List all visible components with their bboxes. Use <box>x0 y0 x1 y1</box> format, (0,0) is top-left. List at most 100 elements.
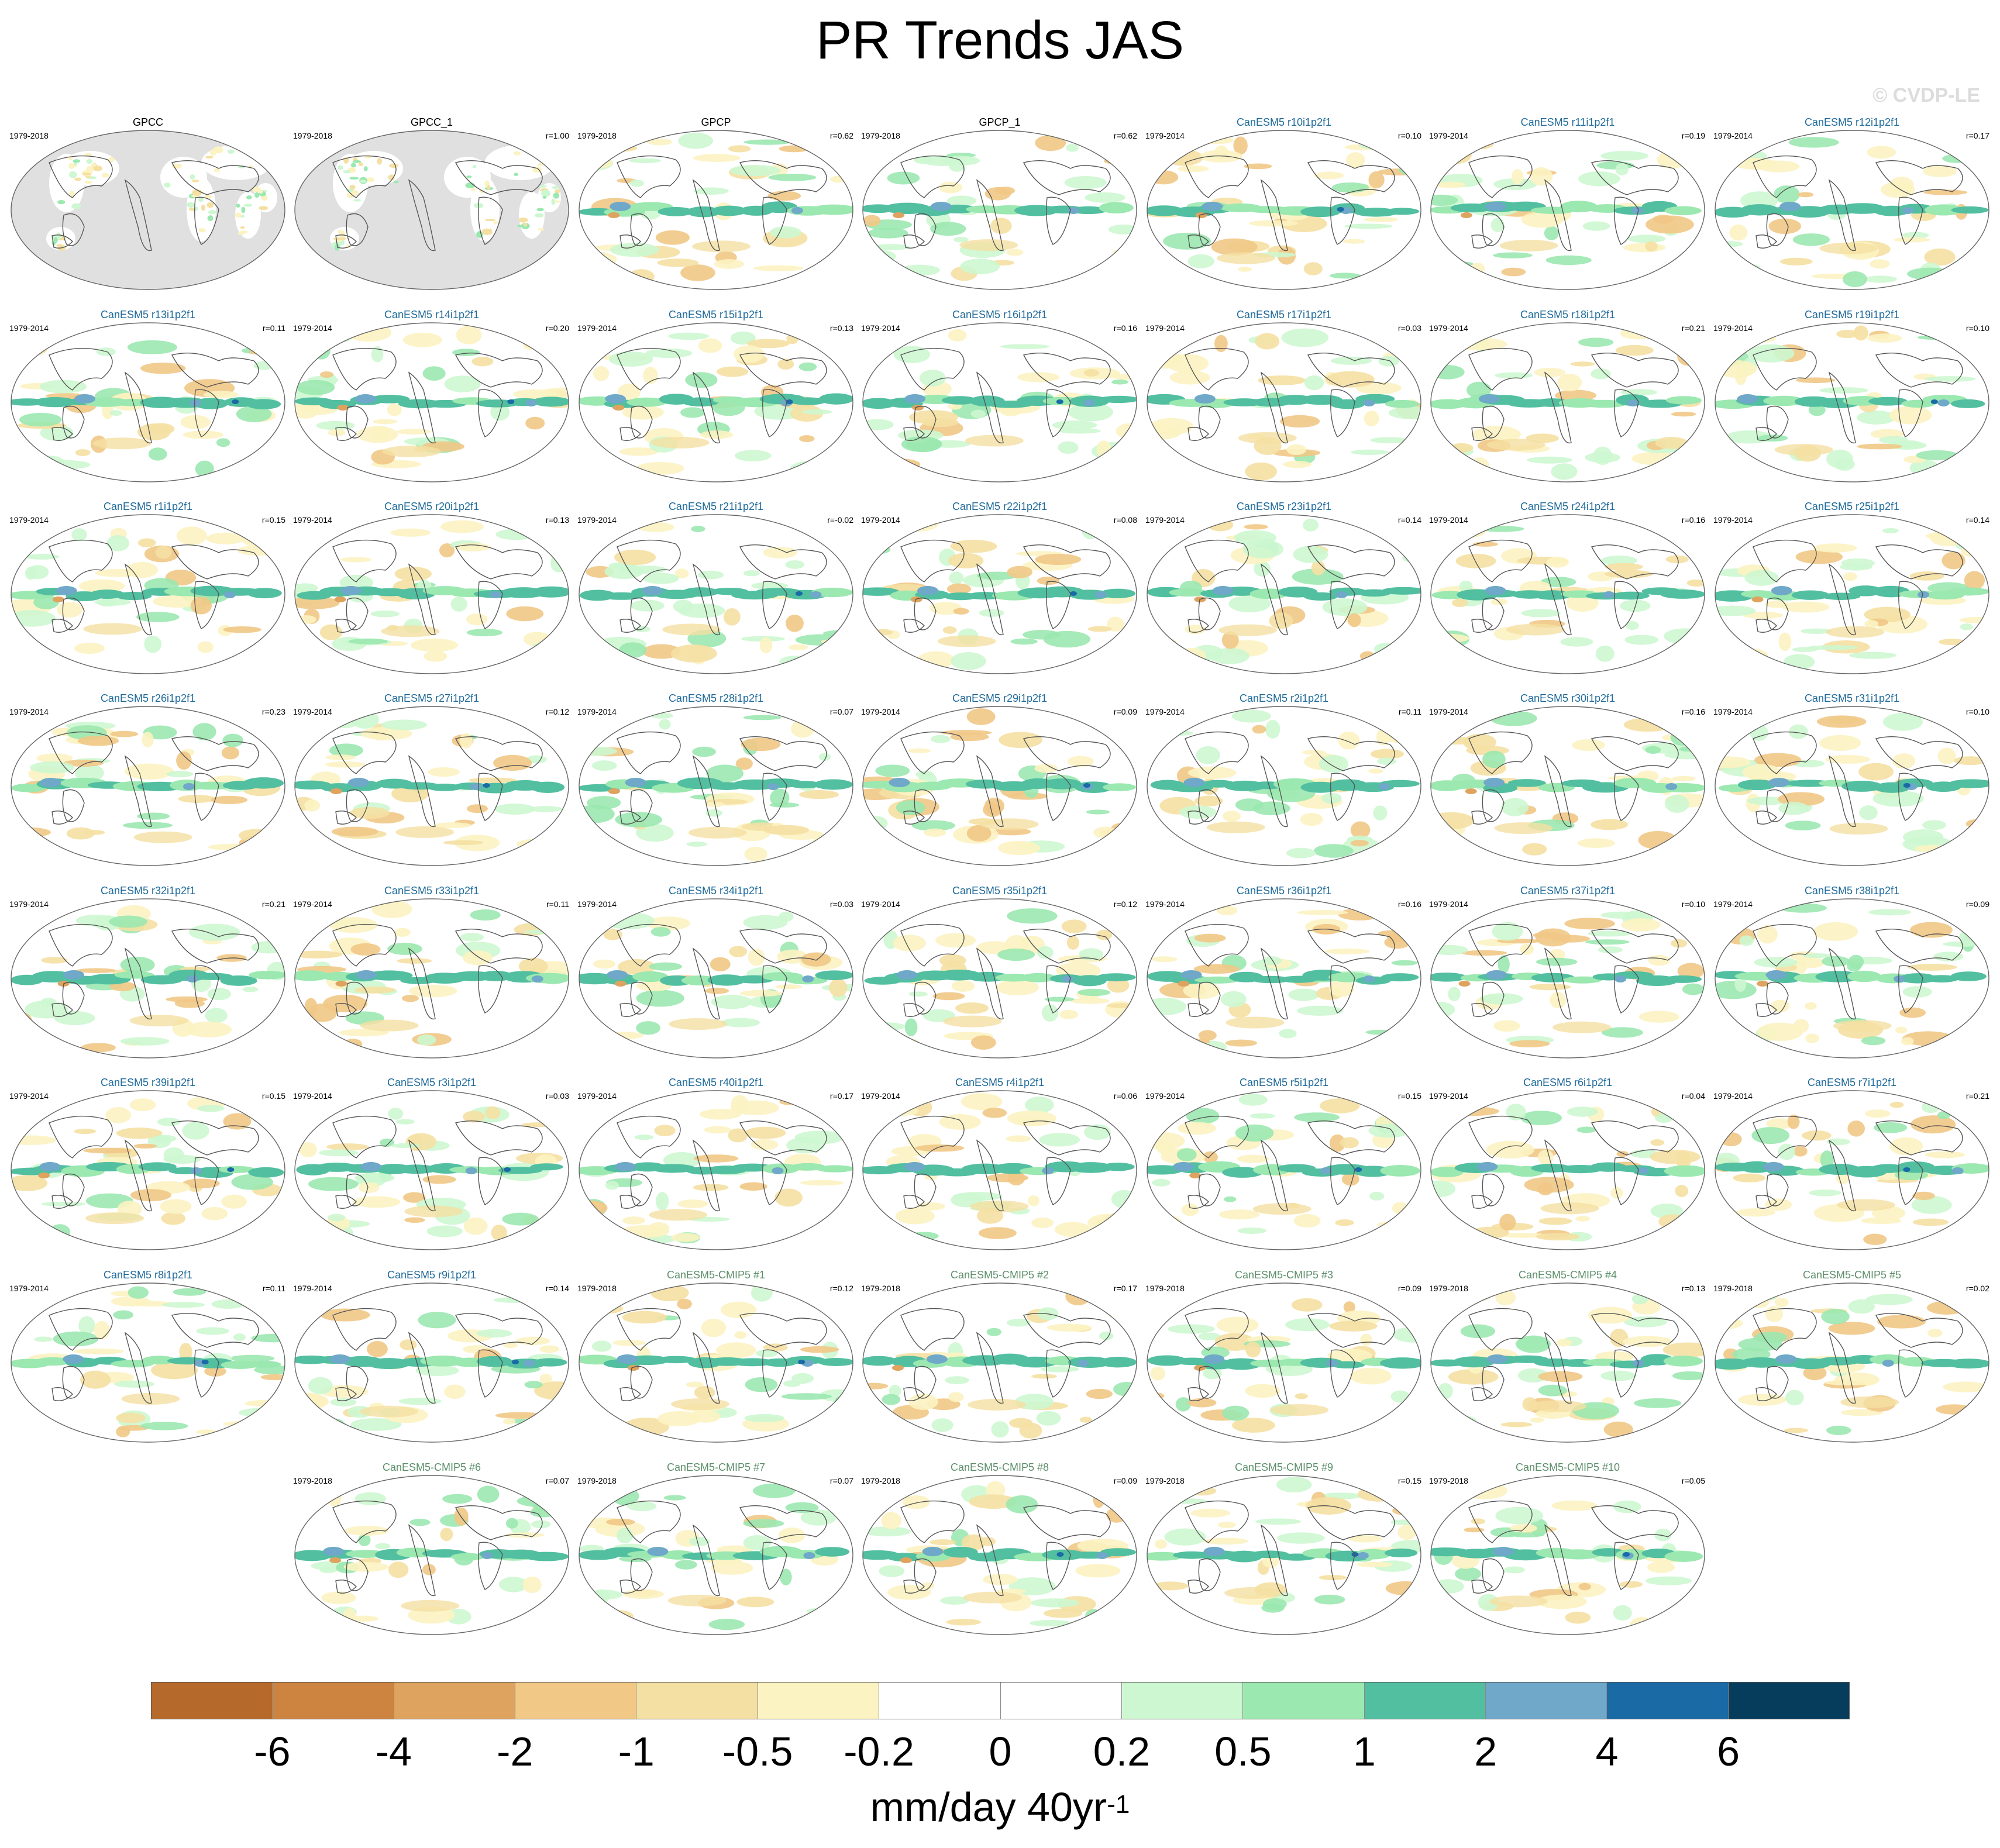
panel-title: CanESM5 r32i1p2f1 <box>100 885 196 897</box>
map-panel: CanESM5 r16i1p2f1 1979-2014 r=0.16 <box>860 308 1140 485</box>
panel-period: 1979-2014 <box>293 707 332 716</box>
panel-title: CanESM5 r4i1p2f1 <box>955 1077 1045 1088</box>
panel-title: CanESM5-CMIP5 #1 <box>666 1269 766 1281</box>
map-panel: CanESM5 r39i1p2f1 1979-2014 r=0.15 <box>8 1076 288 1253</box>
panel-period: 1979-2018 <box>1713 1284 1753 1293</box>
colorbar-tick-label: 0.2 <box>1093 1729 1151 1774</box>
map-panel: CanESM5 r27i1p2f1 1979-2014 r=0.12 <box>292 692 572 868</box>
map-panel: CanESM5-CMIP5 #3 1979-2018 r=0.09 <box>1144 1268 1424 1445</box>
panel-title: CanESM5 r10i1p2f1 <box>1236 116 1332 128</box>
colorbar-tick-label: 6 <box>1717 1729 1740 1774</box>
panel-period: 1979-2014 <box>1429 1091 1468 1101</box>
units-exponent: -1 <box>1107 1790 1130 1819</box>
map-panel: CanESM5 r21i1p2f1 1979-2014 r=-0.02 <box>576 500 856 677</box>
panel-correlation: r=0.02 <box>1965 1284 1989 1293</box>
map-panel: GPCP_1 1979-2018 r=0.62 <box>860 116 1140 292</box>
panel-correlation: r=0.16 <box>1113 323 1137 333</box>
global-map <box>1430 130 1705 290</box>
panel-correlation: r=0.17 <box>1113 1284 1137 1293</box>
colorbar-swatch <box>636 1682 758 1719</box>
panel-period: 1979-2014 <box>861 1091 900 1101</box>
panel-title: CanESM5 r25i1p2f1 <box>1804 501 1900 512</box>
panel-title: CanESM5-CMIP5 #3 <box>1234 1269 1334 1281</box>
panel-period: 1979-2014 <box>577 899 617 909</box>
map-panel: CanESM5 r3i1p2f1 1979-2014 r=0.03 <box>292 1076 572 1253</box>
panel-correlation: r=0.21 <box>1681 323 1705 333</box>
panel-correlation: r=0.11 <box>546 899 569 909</box>
panel-title: GPCP_1 <box>979 116 1021 128</box>
panel-period: 1979-2014 <box>1713 131 1753 140</box>
map-panel: CanESM5 r28i1p2f1 1979-2014 r=0.07 <box>576 692 856 868</box>
panel-period: 1979-2018 <box>861 1284 900 1293</box>
map-panel: CanESM5 r14i1p2f1 1979-2014 r=0.20 <box>292 308 572 485</box>
global-map <box>579 898 853 1059</box>
map-panel: CanESM5 r5i1p2f1 1979-2014 r=0.15 <box>1144 1076 1424 1253</box>
panel-period: 1979-2014 <box>293 899 332 909</box>
map-panel: CanESM5 r20i1p2f1 1979-2014 r=0.13 <box>292 500 572 677</box>
panel-title: GPCC <box>132 116 163 128</box>
panel-title: CanESM5-CMIP5 #8 <box>950 1461 1049 1473</box>
panel-title: CanESM5 r28i1p2f1 <box>668 692 764 704</box>
panel-period: 1979-2014 <box>1145 899 1185 909</box>
panel-correlation: r=0.08 <box>1113 515 1137 525</box>
panel-title: CanESM5 r9i1p2f1 <box>387 1269 477 1281</box>
panel-title: CanESM5 r37i1p2f1 <box>1520 885 1616 897</box>
panel-title: CanESM5-CMIP5 #2 <box>950 1269 1049 1281</box>
map-panel: CanESM5-CMIP5 #7 1979-2018 r=0.07 <box>576 1461 856 1637</box>
global-map <box>579 1282 853 1443</box>
panel-period: 1979-2014 <box>1145 707 1185 716</box>
panel-period: 1979-2018 <box>9 131 49 140</box>
panel-title: CanESM5 r23i1p2f1 <box>1236 501 1332 512</box>
global-map <box>1430 1090 1705 1250</box>
map-panel: CanESM5 r12i1p2f1 1979-2014 r=0.17 <box>1712 116 1992 292</box>
map-panel: CanESM5 r18i1p2f1 1979-2014 r=0.21 <box>1428 308 1708 485</box>
panel-title: CanESM5 r6i1p2f1 <box>1523 1077 1613 1088</box>
panel-period: 1979-2014 <box>293 323 332 333</box>
map-panel: CanESM5-CMIP5 #1 1979-2018 r=0.12 <box>576 1268 856 1445</box>
global-map <box>1715 514 1989 674</box>
global-map <box>1715 898 1989 1059</box>
panel-title: CanESM5 r15i1p2f1 <box>668 309 764 320</box>
global-map <box>862 1282 1137 1443</box>
panel-correlation: r=0.17 <box>829 1091 853 1101</box>
panel-correlation: r=0.12 <box>545 707 569 716</box>
panel-title: CanESM5 r13i1p2f1 <box>100 309 196 320</box>
global-map <box>862 130 1137 290</box>
panel-correlation: r=0.16 <box>1397 899 1421 909</box>
panel-title: CanESM5 r21i1p2f1 <box>668 501 764 512</box>
global-map <box>1430 322 1705 482</box>
map-panel: CanESM5 r32i1p2f1 1979-2014 r=0.21 <box>8 884 288 1061</box>
panel-title: CanESM5 r26i1p2f1 <box>100 692 196 704</box>
global-map <box>11 514 285 674</box>
colorbar-swatch <box>758 1682 880 1719</box>
panel-period: 1979-2018 <box>293 1476 332 1485</box>
panel-correlation: r=0.14 <box>1397 515 1421 525</box>
panel-title: CanESM5 r27i1p2f1 <box>384 692 480 704</box>
global-map <box>579 322 853 482</box>
panel-correlation: r=0.13 <box>1681 1284 1705 1293</box>
panel-title: CanESM5 r3i1p2f1 <box>387 1077 477 1088</box>
map-panel: CanESM5 r36i1p2f1 1979-2014 r=0.16 <box>1144 884 1424 1061</box>
map-panel: CanESM5 r17i1p2f1 1979-2014 r=0.03 <box>1144 308 1424 485</box>
panel-correlation: r=0.15 <box>1397 1091 1421 1101</box>
map-panel: CanESM5 r26i1p2f1 1979-2014 r=0.23 <box>8 692 288 868</box>
panel-period: 1979-2018 <box>1145 1284 1185 1293</box>
colorbar-swatch <box>879 1682 1001 1719</box>
global-map <box>11 130 285 290</box>
global-map <box>294 1475 569 1635</box>
panel-correlation: r=0.06 <box>1113 1091 1137 1101</box>
panel-correlation: r=0.19 <box>1681 131 1705 140</box>
map-panel: CanESM5 r19i1p2f1 1979-2014 r=0.10 <box>1712 308 1992 485</box>
panel-title: GPCP <box>701 116 731 128</box>
panel-correlation: r=0.13 <box>829 323 853 333</box>
panel-title: CanESM5 r18i1p2f1 <box>1520 309 1616 320</box>
map-panel: CanESM5 r24i1p2f1 1979-2014 r=0.16 <box>1428 500 1708 677</box>
panel-correlation: r=0.03 <box>829 899 853 909</box>
panel-title: CanESM5 r11i1p2f1 <box>1520 116 1615 128</box>
panel-period: 1979-2014 <box>1713 899 1753 909</box>
global-map <box>294 706 569 866</box>
panel-period: 1979-2014 <box>1145 515 1185 525</box>
global-map <box>294 1282 569 1443</box>
panel-correlation: r=0.12 <box>829 1284 853 1293</box>
colorbar-swatch <box>1121 1682 1244 1719</box>
